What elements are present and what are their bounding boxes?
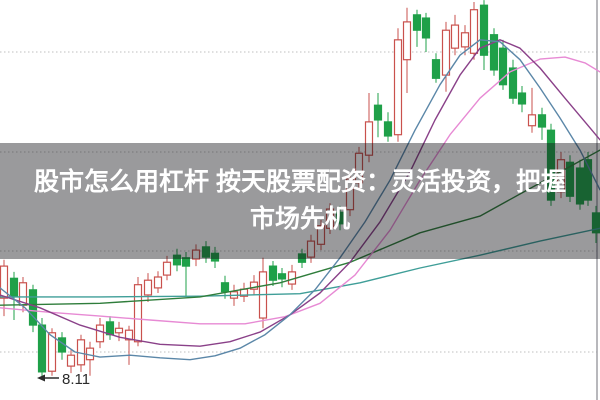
candle-up [345,178,355,211]
candle-down [373,104,383,121]
candle-down [9,277,19,297]
candle-up [124,329,134,341]
candle-up [441,29,451,76]
candle-up [556,159,566,193]
candle-up [325,208,335,229]
candle-up [393,39,403,136]
candle-down [575,167,585,205]
candle-up [0,265,9,299]
candle-up [469,9,479,54]
candle-down [268,265,278,281]
candle-down [412,14,422,31]
candle-down [421,17,431,39]
candle-down [220,282,230,293]
candle-up [153,276,163,289]
candle-up [143,279,153,296]
candle-down [498,47,508,86]
candle-up [450,24,460,49]
candle-down [565,161,575,197]
candle-down [546,129,556,201]
candle-down [383,121,393,137]
candle-up [460,32,470,48]
candle-down [537,114,547,128]
candle-down [489,34,499,71]
candle-up [402,21,412,61]
candle-down [181,257,191,267]
candle-down [28,289,38,326]
candle-down [517,92,527,105]
candle-down [297,253,307,263]
candle-down [277,273,287,280]
candle-up [66,354,76,367]
ma-fast-blue-line [0,39,600,361]
candle-up [114,327,124,334]
candle-up [354,152,364,184]
candle-up [364,121,374,156]
ma-mid-purple-line [0,39,600,347]
low-price-arrowhead [37,374,45,382]
candle-up [527,114,537,127]
ma-slow-pink-line [0,56,600,325]
candle-up [306,240,316,258]
ma-long-teal-line [0,227,600,298]
headline-line-1: 股市怎么用杠杆 按天股票配资：灵活投资，把握 [34,168,566,196]
headline-banner: 股市怎么用杠杆 按天股票配资：灵活投资，把握 市场先机 [0,143,600,259]
candle-up [162,261,172,276]
candle-down [431,59,441,79]
low-price-label: 8.11 [62,371,90,388]
headline-line-2: 市场先机 [249,205,350,233]
candle-down [201,246,211,258]
candle-up [95,324,105,343]
candle-up [47,332,57,372]
candle-up [316,225,326,245]
candle-down [479,4,489,56]
candle-down [210,252,220,262]
candle-down [508,67,518,99]
candle-up [133,284,143,343]
candle-down [583,159,593,201]
candle-down [37,324,47,373]
candle-up [249,281,259,290]
candle-down [335,211,345,225]
candle-down [172,254,182,266]
candle-up [191,249,201,260]
